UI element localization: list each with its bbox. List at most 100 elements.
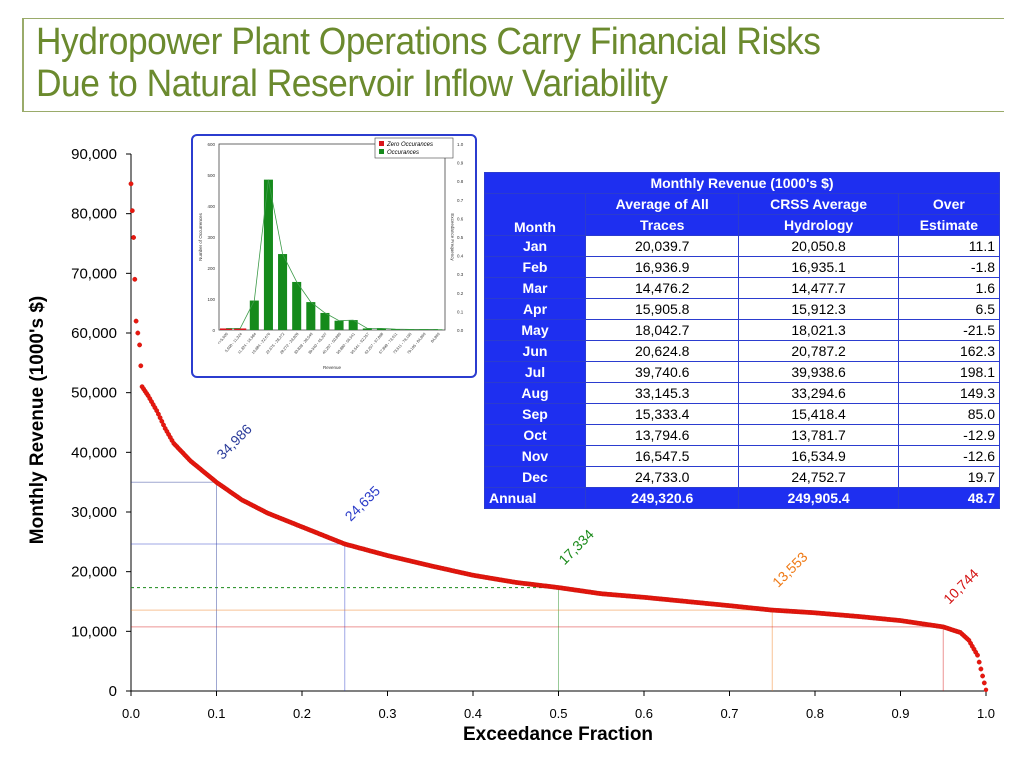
table-header-row-2: Traces Hydrology Estimate (485, 214, 1001, 236)
y-tick-label: 60,000 (71, 325, 117, 342)
cell-month: Oct (484, 424, 586, 446)
cell-crss: 16,534.9 (738, 445, 899, 467)
cell-over: 162.3 (897, 340, 1001, 362)
cell-crss: 13,781.7 (738, 424, 899, 446)
annotation-label: 10,744 (940, 565, 982, 607)
cell-annual-avg: 249,320.6 (584, 487, 740, 509)
histogram-legend-box (374, 137, 454, 159)
x-tick-label: 0.6 (635, 706, 653, 721)
table-row: Sep 15,333.4 15,418.4 85.0 (484, 403, 1001, 425)
legend-label-zero: Zero Occurances (386, 142, 433, 148)
y-tick-label: 90,000 (71, 146, 117, 163)
y-tick-label: 70,000 (71, 265, 117, 282)
cell-month: Jun (484, 340, 586, 362)
cell-annual-crss: 249,905.4 (738, 487, 899, 509)
histogram-bar (334, 320, 344, 330)
cell-avg: 16,547.5 (584, 445, 740, 467)
histogram-y-tick-label: 600 (207, 142, 215, 147)
cell-crss: 24,752.7 (738, 466, 899, 488)
header-crss-line2: Hydrology (738, 214, 899, 236)
table-row: Dec 24,733.0 24,752.7 19.7 (484, 466, 1001, 488)
cell-over: -12.6 (897, 445, 1001, 467)
cell-crss: 18,021.3 (738, 319, 899, 341)
histogram-bar (348, 320, 358, 330)
annotation-label: 34,986 (213, 421, 255, 463)
histogram-y2-tick-label: 0.3 (457, 272, 464, 277)
legend-label-occ: Occurances (387, 150, 419, 156)
table-row: Aug 33,145.3 33,294.6 149.3 (484, 382, 1001, 404)
table-row: Apr 15,905.8 15,912.3 6.5 (484, 298, 1001, 320)
histogram-y2-tick-label: 0.9 (457, 161, 464, 166)
table-row: Mar 14,476.2 14,477.7 1.6 (484, 277, 1001, 299)
cell-month: Feb (484, 256, 586, 278)
cell-crss: 39,938.6 (738, 361, 899, 383)
header-over-line1: Over (897, 193, 1001, 215)
histogram-trace-line (226, 179, 438, 330)
slide-title-line-1: Hydropower Plant Operations Carry Financ… (36, 21, 821, 63)
cell-month: Jan (484, 235, 586, 257)
cell-avg: 15,905.8 (584, 298, 740, 320)
histogram-y-tick-label: 300 (207, 235, 215, 240)
x-tick-label: 0.8 (806, 706, 824, 721)
cell-month: Jul (484, 361, 586, 383)
annotation-label: 13,553 (769, 549, 811, 591)
table-row: Jul 39,740.6 39,938.6 198.1 (484, 361, 1001, 383)
histogram-bar (249, 300, 259, 330)
cell-month: Dec (484, 466, 586, 488)
cell-over: 6.5 (897, 298, 1001, 320)
histogram-y-tick-label: 100 (207, 297, 215, 302)
cell-avg: 15,333.4 (584, 403, 740, 425)
histogram-chart: 0 100 200 300 400 500 600 0.0 0.1 0.2 0.3 0.4 0.5 0.6… (198, 137, 464, 370)
histogram-legend: Zero Occurances Occurances (374, 137, 454, 159)
table-row-annual: Annual 249,320.6 249,905.4 48.7 (484, 487, 1001, 509)
y-tick-label: 20,000 (71, 564, 117, 581)
histogram-y2-tick-label: 0.5 (457, 235, 464, 240)
table-row: Feb 16,936.9 16,935.1 -1.8 (484, 256, 1001, 278)
histogram-y-tick-label: 200 (207, 266, 215, 271)
histogram-y2-axis-label: Exceedance Frequency (450, 213, 455, 261)
histogram-y2-tick-label: 0.2 (457, 291, 464, 296)
histogram-inset: 0 100 200 300 400 500 600 0.0 0.1 0.2 0.3 0.4 0.5 0.6… (191, 134, 477, 378)
x-tick-label: 1.0 (977, 706, 995, 721)
x-tick-label: 0.5 (549, 706, 567, 721)
y-tick-label: 50,000 (71, 385, 117, 402)
revenue-table: Monthly Revenue (1000's $) Month Average… (484, 172, 1001, 509)
cell-over: -12.9 (897, 424, 1001, 446)
curve-point (132, 276, 138, 282)
table-row: Jan 20,039.7 20,050.8 11.1 (484, 235, 1001, 257)
cell-month: Mar (484, 277, 586, 299)
title-box: Hydropower Plant Operations Carry Financ… (22, 18, 1004, 112)
legend-swatch-zero (379, 141, 384, 146)
cell-over: 198.1 (897, 361, 1001, 383)
cell-crss: 16,935.1 (738, 256, 899, 278)
cell-avg: 33,145.3 (584, 382, 740, 404)
table-row: Nov 16,547.5 16,534.9 -12.6 (484, 445, 1001, 467)
cell-month: Nov (484, 445, 586, 467)
cell-month: May (484, 319, 586, 341)
header-crss-line1: CRSS Average (738, 193, 899, 215)
cell-over: -21.5 (897, 319, 1001, 341)
cell-avg: 24,733.0 (584, 466, 740, 488)
histogram-y2-tick-label: 0.1 (457, 309, 464, 314)
histogram-bar (306, 302, 316, 330)
table-row: May 18,042.7 18,021.3 -21.5 (484, 319, 1001, 341)
cell-over: 11.1 (897, 235, 1001, 257)
curve-point (135, 330, 141, 336)
header-over-line2: Estimate (897, 214, 1001, 236)
histogram-y2-tick-label: 0.8 (457, 179, 464, 184)
cell-over: 149.3 (897, 382, 1001, 404)
header-month: Month (484, 193, 586, 236)
y-tick-label: 0 (109, 683, 117, 700)
cell-month: Apr (484, 298, 586, 320)
x-tick-label: 0.0 (122, 706, 140, 721)
histogram-x-axis-label: Revenue (323, 365, 342, 370)
histogram-bar (320, 312, 330, 330)
annotation-label: 17,334 (555, 526, 597, 568)
y-tick-label: 30,000 (71, 504, 117, 521)
curve-point (138, 363, 144, 369)
cell-avg: 13,794.6 (584, 424, 740, 446)
curve-point (975, 652, 980, 658)
cell-annual-label: Annual (484, 487, 586, 509)
slide-title-line-2: Due to Natural Reservoir Inflow Variabil… (36, 63, 668, 105)
table-row: Jun 20,624.8 20,787.2 162.3 (484, 340, 1001, 362)
